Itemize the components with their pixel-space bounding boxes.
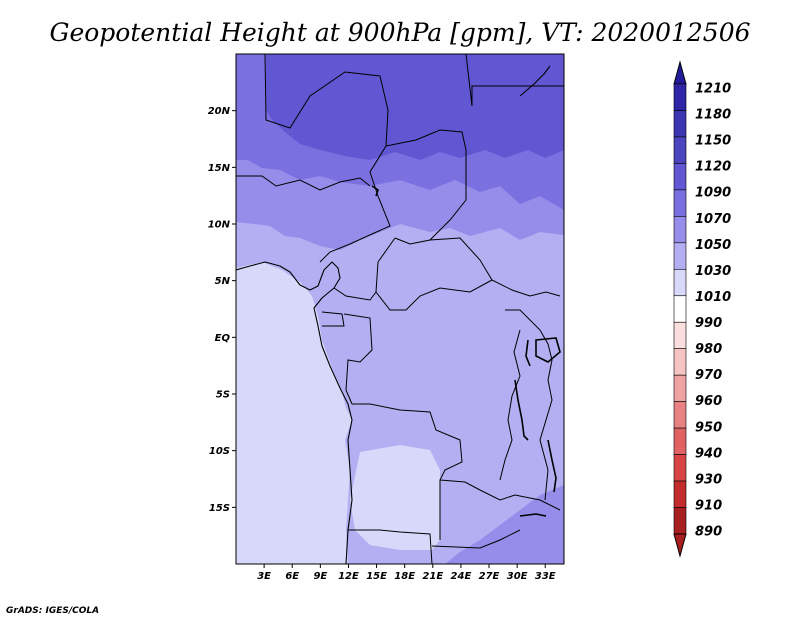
colorbar-swatch-12 (673, 401, 687, 429)
lon-tick-label-5: 18E (394, 571, 415, 582)
colorbar-label-1: 1180 (695, 108, 731, 123)
colorbar-label-5: 1070 (695, 212, 731, 227)
lon-tick-label-2: 9E (313, 571, 327, 582)
lat-tick-label-1: 15N (208, 163, 231, 174)
colorbar-swatch-0 (673, 83, 687, 111)
lat-tick-label-2: 10N (208, 220, 231, 231)
colorbar-cap-top (673, 60, 687, 85)
lat-tick-label-4: EQ (215, 333, 231, 344)
border (429, 237, 561, 297)
lon-tick-label-6: 21E (422, 571, 443, 582)
lon-tick-label-4: 15E (366, 571, 387, 582)
field-band-1090 (266, 54, 564, 160)
colorbar-swatch-14 (673, 454, 687, 482)
map-title: Geopotential Height at 900hPa [gpm], VT:… (49, 18, 750, 47)
colorbar-label-17: 890 (695, 525, 722, 540)
border (431, 529, 521, 549)
colorbar-label-6: 1050 (695, 238, 731, 253)
lon-tick-label-7: 24E (451, 571, 472, 582)
border (505, 309, 553, 361)
border (439, 479, 561, 511)
lon-tick-label-9: 30E (507, 571, 528, 582)
coastline-red-sea (519, 65, 551, 97)
colorbar-swatch-5 (673, 216, 687, 244)
lat-tick-label-5: 5S (216, 390, 230, 401)
colorbar-swatch-8 (673, 295, 687, 323)
colorbar-swatch-13 (673, 427, 687, 455)
lake-tanganyika (514, 379, 529, 441)
coastline (236, 261, 353, 564)
border (348, 529, 433, 564)
lake-kivu (525, 339, 531, 367)
colorbar-label-11: 970 (695, 368, 722, 383)
map-boundaries (236, 54, 564, 564)
colorbar-swatch-6 (673, 242, 687, 270)
colorbar-label-14: 940 (695, 446, 722, 461)
colorbar-label-12: 960 (695, 394, 722, 409)
lat-tick-label-0: 20N (208, 106, 231, 117)
colorbar-swatch-11 (673, 374, 687, 402)
colorbar-swatch-9 (673, 321, 687, 350)
border (343, 313, 373, 405)
colorbar-swatch-15 (673, 480, 687, 508)
latitude-axis: 20N 15N 10N 5N EQ 5S 10S 15S (208, 106, 236, 514)
longitude-axis: 3E 6E 9E 12E 15E 18E 21E 24E 27E 30E 33E (257, 564, 556, 582)
map-panel: 20N 15N 10N 5N EQ 5S 10S 15S 3E 6E 9E 12E 15E 18E 21E… (208, 53, 565, 582)
colorbar-label-10: 980 (695, 342, 722, 357)
colorbar-label-4: 1090 (695, 186, 731, 201)
lake-chad (371, 185, 379, 197)
lat-tick-label-6: 10S (209, 446, 230, 457)
border (465, 54, 564, 107)
colorbar-label-13: 950 (695, 420, 722, 435)
lon-tick-label-8: 27E (479, 571, 500, 582)
field-band-1050-se (445, 485, 564, 564)
border (352, 403, 463, 540)
border (499, 329, 521, 481)
colorbar-label-16: 910 (695, 498, 722, 513)
border (333, 287, 377, 301)
border (385, 129, 467, 245)
colorbar-label-15: 930 (695, 472, 722, 487)
lon-tick-label-10: 33E (535, 571, 556, 582)
lat-tick-label-3: 5N (215, 276, 231, 287)
colorbar-swatch-4 (673, 189, 687, 217)
colorbar: 1210 1180 1150 1120 1090 1070 1050 1030 1010 990 9… (673, 60, 731, 558)
lat-tick-label-7: 15S (209, 503, 230, 514)
lon-tick-label-3: 12E (338, 571, 359, 582)
field-band-1010-angola (350, 445, 440, 550)
colorbar-swatch-3 (673, 163, 687, 191)
lon-tick-label-0: 3E (257, 571, 271, 582)
colorbar-swatch-7 (673, 268, 687, 297)
colorbar-swatch-1 (673, 110, 687, 138)
colorbar-label-8: 1010 (695, 290, 731, 305)
credit-text: GrADS: IGES/COLA (6, 606, 99, 616)
map-frame (235, 53, 565, 565)
colorbar-label-3: 1120 (695, 160, 731, 175)
lon-tick-label-1: 6E (285, 571, 299, 582)
lake-kariba (519, 513, 547, 517)
border (236, 175, 371, 191)
colorbar-swatch-2 (673, 136, 687, 164)
colorbar-label-0: 1210 (695, 82, 731, 97)
colorbar-label-2: 1150 (695, 134, 731, 149)
colorbar-label-9: 990 (695, 316, 722, 331)
colorbar-swatch-16 (673, 507, 687, 535)
lake-malawi (547, 439, 557, 493)
border (375, 237, 493, 311)
colorbar-label-7: 1030 (695, 264, 731, 279)
lake-victoria (535, 337, 561, 363)
colorbar-cap-bottom (673, 533, 687, 558)
border (539, 359, 553, 501)
field-band-1010 (236, 262, 352, 564)
colorbar-swatch-10 (673, 348, 687, 376)
border (321, 311, 345, 327)
height-field (236, 54, 564, 564)
